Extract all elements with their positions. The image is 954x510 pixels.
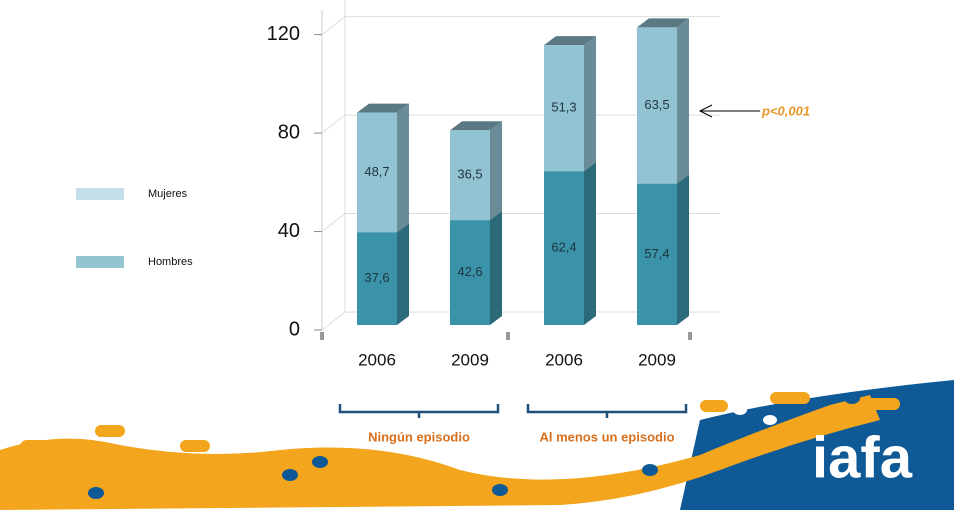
- value-label: 51,3: [551, 100, 576, 115]
- value-label: 63,5: [644, 97, 669, 112]
- value-label: 42,6: [457, 264, 482, 279]
- bar: [637, 27, 677, 184]
- value-label: 62,4: [551, 240, 576, 255]
- x-tick-label: 2006: [358, 350, 396, 369]
- legend-label: Hombres: [148, 256, 193, 268]
- group-label: Ningún episodio: [368, 429, 470, 444]
- bar-side: [397, 223, 409, 325]
- axis-ticks-bottom: [320, 332, 692, 340]
- bar-side: [677, 18, 689, 184]
- y-tick-label: 120: [267, 23, 300, 45]
- bar-top: [357, 103, 409, 113]
- bar: [357, 112, 397, 233]
- value-label: 48,7: [364, 164, 389, 179]
- value-label: 37,6: [364, 270, 389, 285]
- x-tick-label: 2006: [545, 350, 583, 369]
- legend-label: Mujeres: [148, 188, 188, 200]
- bar-side: [677, 174, 689, 325]
- bar-side: [584, 162, 596, 325]
- bar-top: [637, 18, 689, 28]
- value-label: 36,5: [457, 167, 482, 182]
- arrow-head: [698, 104, 713, 118]
- bar-side: [490, 211, 502, 325]
- bar: [544, 171, 584, 325]
- annotation: p<0,001: [761, 103, 810, 118]
- logo: iafa: [812, 425, 913, 490]
- y-tick-label: 0: [289, 318, 300, 340]
- background-decoration: [0, 380, 954, 510]
- grid-line: [321, 16, 720, 36]
- bar: [357, 232, 397, 325]
- y-tick-label: 40: [278, 220, 300, 242]
- bar-side: [490, 121, 502, 221]
- bar: [544, 45, 584, 172]
- bar-side: [584, 36, 596, 172]
- bar: [637, 183, 677, 325]
- x-tick-label: 2009: [638, 350, 676, 369]
- bar: [450, 130, 490, 221]
- x-tick-label: 2009: [451, 350, 489, 369]
- group-label: Al menos un episodio: [539, 429, 674, 444]
- y-tick-label: 80: [278, 121, 300, 143]
- bar: [450, 220, 490, 325]
- legend-swatch: [76, 188, 124, 200]
- group-brackets: [338, 404, 688, 418]
- bar-top: [450, 121, 502, 131]
- value-label: 57,4: [644, 246, 669, 261]
- bar-top: [544, 36, 596, 46]
- legend-swatch: [76, 256, 124, 268]
- bar-side: [397, 103, 409, 233]
